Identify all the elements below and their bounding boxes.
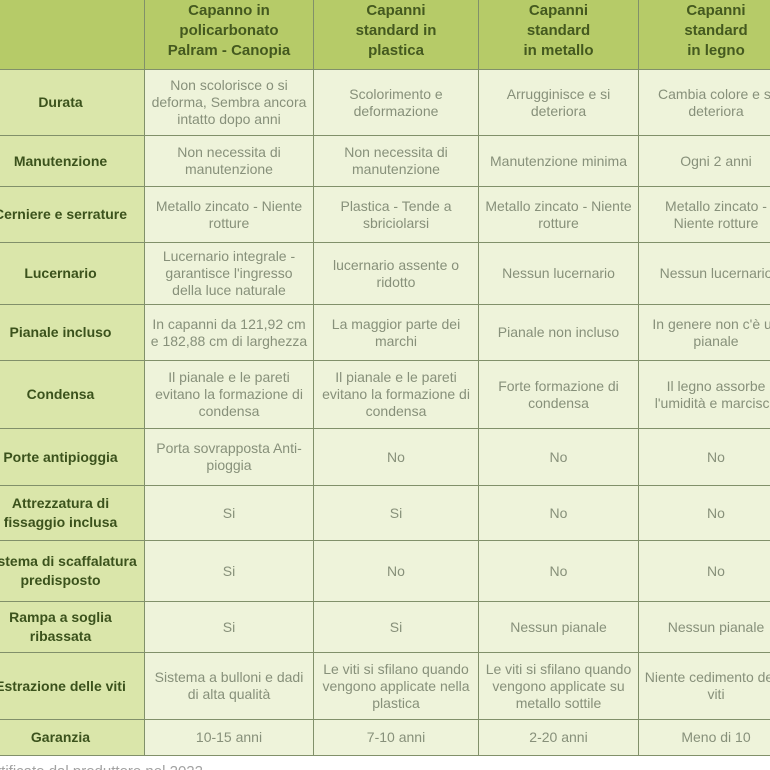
table-row: Rampa a soglia ribassata Si Si Nessun piana… <box>0 601 770 653</box>
table-cell: Si <box>313 485 479 541</box>
table-row: Manutenzione Non necessita di manutenzion… <box>0 135 770 187</box>
table-cell: In genere non c'è un pianale <box>638 304 770 361</box>
row-label: Sistema di scaffalatura predisposto <box>0 540 145 602</box>
header-row: Capanno in policarbonato Palram - Canopi… <box>0 0 770 70</box>
column-header: Capanni standard in metallo <box>478 0 639 70</box>
table-cell: Forte formazione di condensa <box>478 360 639 429</box>
table-cell: Si <box>144 485 314 541</box>
table-cell: In capanni da 121,92 cm e 182,88 cm di l… <box>144 304 314 361</box>
corner-cell <box>0 0 145 70</box>
table-cell: 2-20 anni <box>478 719 639 756</box>
table-row: Lucernario Lucernario integrale - garanti… <box>0 242 770 305</box>
table-cell: Il legno assorbe l'umidità e marcisce <box>638 360 770 429</box>
column-header: Capanni standard in plastica <box>313 0 479 70</box>
table-cell: Si <box>144 601 314 653</box>
column-header: Capanni standard in legno <box>638 0 770 70</box>
table-cell: Porta sovrapposta Anti-pioggia <box>144 428 314 486</box>
column-header: Capanno in policarbonato Palram - Canopi… <box>144 0 314 70</box>
row-label: Rampa a soglia ribassata <box>0 601 145 653</box>
table-cell: Sistema a bulloni e dadi di alta qualità <box>144 652 314 720</box>
table-cell: Non scolorisce o si deforma, Sembra anco… <box>144 69 314 136</box>
table-row: Durata Non scolorisce o si deforma, Sembr… <box>0 69 770 136</box>
table-cell: lucernario assente o ridotto <box>313 242 479 305</box>
table-row: Condensa Il pianale e le pareti evitano l… <box>0 360 770 429</box>
table-cell: Plastica - Tende a sbriciolarsi <box>313 186 479 243</box>
table-row: Attrezzatura di fissaggio inclusa Si Si No N… <box>0 485 770 541</box>
row-label: Porte antipioggia <box>0 428 145 486</box>
table-cell: Scolorimento e deformazione <box>313 69 479 136</box>
table-row: Estrazione delle viti Sistema a bulloni e… <box>0 652 770 720</box>
table-cell: Ogni 2 anni <box>638 135 770 187</box>
table-cell: Lucernario integrale - garantisce l'ingr… <box>144 242 314 305</box>
table-cell: Non necessita di manutenzione <box>144 135 314 187</box>
table-cell: Non necessita di manutenzione <box>313 135 479 187</box>
row-label: Pianale incluso <box>0 304 145 361</box>
row-label: Lucernario <box>0 242 145 305</box>
table-cell: No <box>313 540 479 602</box>
table-cell: No <box>638 540 770 602</box>
table-row: Cerniere e serrature Metallo zincato - Ni… <box>0 186 770 243</box>
table-cell: No <box>638 485 770 541</box>
table-cell: No <box>313 428 479 486</box>
table-cell: Si <box>313 601 479 653</box>
table-cell: No <box>478 485 639 541</box>
table-cell: Si <box>144 540 314 602</box>
table-cell: 10-15 anni <box>144 719 314 756</box>
table-cell: No <box>478 428 639 486</box>
table-cell: Niente cedimento delle viti <box>638 652 770 720</box>
table-cell: 7-10 anni <box>313 719 479 756</box>
table-row: Garanzia 10-15 anni 7-10 anni 2-20 anni Meno… <box>0 719 770 756</box>
table-cell: Nessun pianale <box>478 601 639 653</box>
table-cell: No <box>638 428 770 486</box>
row-label: Condensa <box>0 360 145 429</box>
row-label: Attrezzatura di fissaggio inclusa <box>0 485 145 541</box>
table-row: Pianale incluso In capanni da 121,92 cm e… <box>0 304 770 361</box>
table-cell: Il pianale e le pareti evitano la formaz… <box>313 360 479 429</box>
table-cell: Arrugginisce e si deteriora <box>478 69 639 136</box>
table-cell: No <box>478 540 639 602</box>
table-cell: Manutenzione minima <box>478 135 639 187</box>
table-cell: Le viti si sfilano quando vengono applic… <box>313 652 479 720</box>
row-label: Manutenzione <box>0 135 145 187</box>
table-cell: Nessun lucernario <box>478 242 639 305</box>
row-label: Garanzia <box>0 719 145 756</box>
table-cell: La maggior parte dei marchi <box>313 304 479 361</box>
table-cell: Metallo zincato - Niente rotture <box>144 186 314 243</box>
row-label: Estrazione delle viti <box>0 652 145 720</box>
table-cell: Nessun lucernario <box>638 242 770 305</box>
table-cell: Nessun pianale <box>638 601 770 653</box>
footnote: Certificato dal produttore nel 2022 <box>0 763 770 770</box>
table-cell: Il pianale e le pareti evitano la formaz… <box>144 360 314 429</box>
row-label: Cerniere e serrature <box>0 186 145 243</box>
table-cell: Metallo zincato - Niente rotture <box>478 186 639 243</box>
table-cell: Meno di 10 <box>638 719 770 756</box>
table-cell: Metallo zincato - Niente rotture <box>638 186 770 243</box>
table-row: Porte antipioggia Porta sovrapposta Anti-… <box>0 428 770 486</box>
table-cell: Cambia colore e si deteriora <box>638 69 770 136</box>
table-cell: Le viti si sfilano quando vengono applic… <box>478 652 639 720</box>
table-cell: Pianale non incluso <box>478 304 639 361</box>
row-label: Durata <box>0 69 145 136</box>
table-row: Sistema di scaffalatura predispostoSiNoN… <box>0 540 770 602</box>
